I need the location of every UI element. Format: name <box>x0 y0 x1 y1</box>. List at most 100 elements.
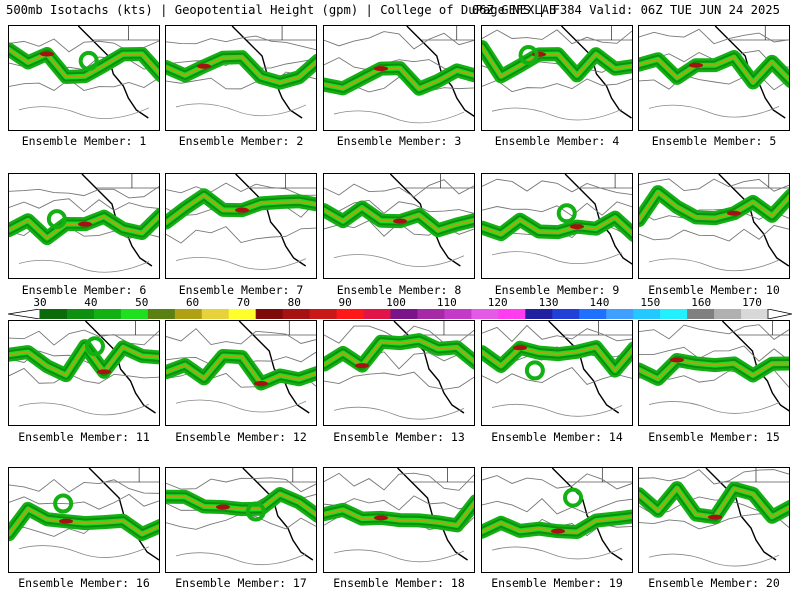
political-border <box>421 26 474 41</box>
jet-isotach-band <box>9 507 159 536</box>
jet-isotach-band <box>482 216 632 236</box>
map-canvas <box>482 321 632 417</box>
map-title-header: 500mb Isotachs (kts) | Geopotential Heig… <box>0 3 800 21</box>
colorbar-swatch <box>741 309 769 319</box>
ensemble-member-map <box>323 25 475 131</box>
jet-max <box>374 66 388 72</box>
height-contour <box>639 178 789 192</box>
ensemble-member-label: Ensemble Member: 11 <box>18 430 150 444</box>
height-contour <box>639 345 789 362</box>
ensemble-member-label: Ensemble Member: 20 <box>648 576 780 590</box>
ensemble-member-map <box>638 25 790 131</box>
closed-low-isotach <box>518 45 539 66</box>
ensemble-member-map <box>638 320 790 426</box>
ensemble-member-label: Ensemble Member: 17 <box>175 576 307 590</box>
height-contour <box>639 324 789 340</box>
map-canvas <box>9 468 159 561</box>
colorbar-swatch <box>687 309 715 319</box>
map-canvas <box>166 174 316 270</box>
height-contour <box>175 552 307 566</box>
jet-max <box>708 514 722 520</box>
map-canvas <box>166 26 316 119</box>
colorbar-swatch <box>147 309 176 319</box>
ensemble-member-map <box>165 467 317 573</box>
closed-low-isotach <box>78 50 99 71</box>
colorbar-swatch <box>40 309 68 319</box>
jet-max <box>216 504 230 510</box>
height-contour <box>166 328 316 346</box>
height-contour <box>648 553 780 567</box>
colorbar-swatch <box>660 309 688 319</box>
height-contour <box>9 186 159 199</box>
jet-max <box>40 51 54 57</box>
height-contour <box>18 259 150 273</box>
closed-low-isotach <box>84 336 105 357</box>
jet-max <box>235 207 249 213</box>
height-contour <box>491 546 623 560</box>
colorbar-swatch <box>201 309 230 319</box>
jet-isotach-band <box>324 339 474 367</box>
ensemble-member-map <box>8 467 160 573</box>
colorbar-high-arrow <box>767 309 792 319</box>
political-border <box>567 468 632 483</box>
height-contour <box>491 107 623 121</box>
colorbar-tick-label: 120 <box>487 296 508 309</box>
jet-isotach-band <box>639 56 789 84</box>
jet-max <box>197 63 211 69</box>
closed-low-isotach <box>556 203 577 224</box>
height-contour <box>175 399 307 413</box>
colorbar-tick-label: 70 <box>236 296 251 309</box>
ensemble-member-map <box>481 467 633 573</box>
colorbar-swatch <box>714 309 742 319</box>
jet-max <box>393 218 407 224</box>
map-canvas <box>324 26 474 124</box>
ensemble-member-map <box>165 320 317 426</box>
colorbar-swatch <box>120 309 149 319</box>
colorbar-swatch <box>282 309 311 319</box>
political-border <box>100 321 159 336</box>
colorbar-swatch <box>174 309 203 319</box>
jet-isotach-band <box>166 493 316 516</box>
ensemble-member-map <box>8 25 160 131</box>
isotach-colorbar <box>8 309 792 319</box>
jet-isotach-band <box>324 502 474 527</box>
height-contour <box>175 256 307 270</box>
height-contour <box>482 178 632 195</box>
height-contour <box>491 251 623 264</box>
map-canvas <box>482 26 632 121</box>
height-contour <box>324 371 474 390</box>
colorbar-tick-label: 50 <box>135 296 149 309</box>
jet-max <box>689 62 703 68</box>
ensemble-member-map <box>8 320 160 426</box>
jet-max <box>374 515 388 521</box>
map-canvas <box>324 174 474 267</box>
height-contour <box>9 198 159 213</box>
political-border <box>96 174 159 189</box>
jet-max <box>254 381 268 387</box>
ensemble-member-map <box>481 173 633 279</box>
ensemble-member-label: Ensemble Member: 19 <box>491 576 623 590</box>
closed-low-isotach <box>524 360 545 381</box>
colorbar-tick-label: 170 <box>742 296 762 309</box>
height-contour <box>648 104 780 118</box>
political-border <box>733 174 789 189</box>
closed-low-isotach <box>53 493 74 514</box>
colorbar-swatch <box>255 309 284 319</box>
height-contour <box>482 324 632 343</box>
closed-low-isotach <box>563 487 584 508</box>
colorbar-swatch <box>552 309 580 319</box>
jet-max <box>78 221 92 227</box>
height-contour <box>9 478 159 494</box>
height-contour <box>9 329 159 346</box>
coastline <box>242 468 314 561</box>
political-border <box>257 468 316 483</box>
colorbar-swatch <box>309 309 338 319</box>
height-contour <box>18 402 150 416</box>
title-right: 06Z GEFS | F384 Valid: 06Z TUE JUN 24 20… <box>471 3 780 17</box>
jet-max <box>97 369 111 375</box>
coastline <box>238 321 310 414</box>
ensemble-member-label: Ensemble Member: 15 <box>648 430 780 444</box>
height-contour <box>333 110 465 124</box>
political-border <box>580 174 632 189</box>
ensemble-member-label: Ensemble Member: 5 <box>651 134 777 148</box>
